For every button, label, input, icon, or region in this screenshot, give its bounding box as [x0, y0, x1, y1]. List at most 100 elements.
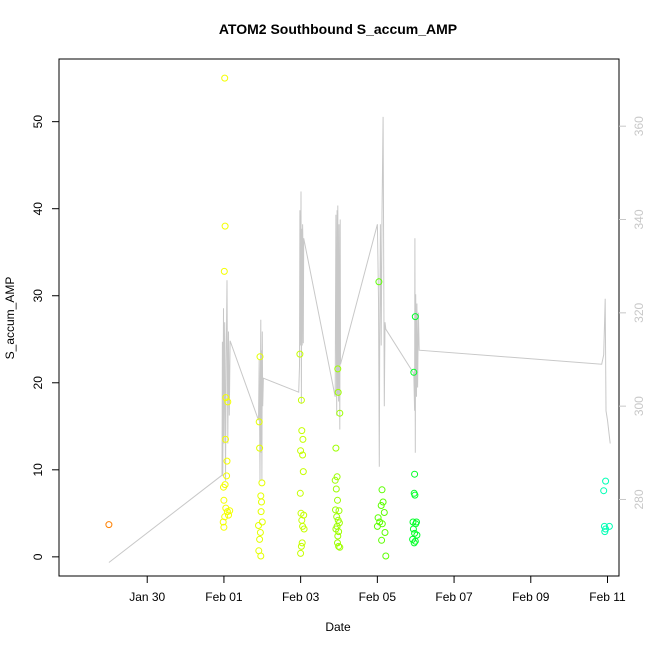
data-point	[411, 313, 419, 321]
data-point	[332, 444, 340, 452]
data-point	[257, 508, 265, 516]
data-point	[409, 525, 417, 533]
y-tick-label: 20	[31, 376, 45, 390]
secondary-line-series	[108, 116, 611, 563]
y2-tick-label: 320	[632, 303, 646, 323]
data-point	[332, 485, 340, 493]
data-point	[221, 74, 229, 82]
data-point	[299, 468, 307, 476]
data-point	[256, 529, 264, 536]
data-point	[222, 394, 230, 402]
data-point	[602, 477, 610, 485]
data-point	[225, 511, 232, 519]
data-point	[333, 513, 341, 521]
data-point	[220, 523, 228, 531]
data-point	[223, 457, 231, 465]
data-point	[256, 353, 264, 361]
data-point	[256, 444, 264, 452]
data-point	[380, 509, 388, 516]
x-tick-label: Jan 30	[129, 590, 165, 604]
data-point	[258, 498, 265, 506]
data-point	[335, 528, 343, 536]
y2-axis: 280 300 320 340 360	[619, 116, 646, 509]
y2-tick-label: 300	[632, 396, 646, 416]
data-point	[333, 473, 341, 481]
y-tick-label: 0	[31, 553, 45, 560]
data-point	[296, 350, 304, 358]
data-point	[223, 472, 231, 480]
y2-tick-label: 280	[632, 489, 646, 509]
x-tick-label: Feb 03	[282, 590, 320, 604]
data-point	[298, 427, 306, 435]
data-point	[297, 542, 305, 550]
data-point	[605, 522, 613, 530]
data-point	[300, 525, 308, 533]
data-point	[411, 470, 419, 478]
data-point	[297, 396, 305, 404]
data-point	[296, 489, 304, 497]
data-point	[336, 409, 344, 417]
data-point	[413, 518, 420, 526]
data-point	[378, 536, 386, 544]
data-point	[255, 522, 262, 529]
data-point	[226, 507, 234, 515]
x-axis-label: Date	[325, 620, 351, 634]
x-tick-label: Feb 05	[359, 590, 397, 604]
x-tick-label: Feb 01	[205, 590, 243, 604]
chart-title: ATOM2 Southbound S_accum_AMP	[219, 21, 457, 37]
data-point	[221, 222, 229, 230]
data-point	[411, 491, 419, 499]
data-point	[375, 278, 383, 286]
data-point	[410, 539, 418, 547]
data-point	[600, 487, 608, 495]
data-point	[297, 447, 305, 455]
data-point	[258, 479, 266, 487]
data-point	[297, 549, 305, 557]
secondary-line	[108, 116, 611, 563]
scatter-points	[105, 74, 613, 560]
y-tick-label: 30	[31, 289, 45, 303]
data-point	[378, 486, 386, 494]
data-point	[601, 528, 609, 536]
y-tick-label: 10	[31, 463, 45, 477]
y2-tick-label: 360	[632, 116, 646, 136]
data-point	[299, 451, 307, 459]
data-point	[332, 506, 339, 514]
data-point	[336, 543, 344, 551]
data-point	[377, 502, 385, 509]
data-point	[334, 365, 342, 373]
plot-frame	[58, 58, 620, 577]
data-point	[381, 529, 389, 536]
data-point	[220, 483, 227, 491]
y-tick-label: 50	[31, 115, 45, 129]
data-point	[298, 516, 306, 524]
data-point	[334, 532, 342, 540]
y2-tick-label: 340	[632, 209, 646, 229]
data-point	[105, 521, 113, 529]
data-point	[373, 522, 381, 530]
data-point	[220, 267, 228, 275]
data-point	[335, 507, 343, 515]
data-point	[224, 398, 232, 406]
data-point	[410, 368, 418, 376]
data-point	[335, 542, 343, 550]
data-point	[335, 519, 343, 527]
data-point	[382, 552, 390, 560]
data-point	[374, 514, 382, 522]
data-point	[257, 552, 265, 560]
data-point	[220, 496, 228, 504]
data-point	[221, 513, 229, 521]
x-tick-label: Feb 07	[435, 590, 473, 604]
data-point	[255, 418, 263, 426]
x-axis: Jan 30 Feb 01 Feb 03 Feb 05 Feb 07 Feb 09 Feb …	[129, 576, 626, 604]
y-tick-label: 40	[31, 202, 45, 216]
data-point	[299, 435, 307, 443]
data-point	[331, 476, 339, 484]
data-point	[379, 498, 387, 506]
data-point	[257, 492, 265, 500]
y-axis-label: S_accum_AMP	[3, 277, 17, 360]
data-point	[258, 518, 266, 526]
x-tick-label: Feb 11	[589, 590, 626, 604]
data-point	[222, 435, 229, 443]
